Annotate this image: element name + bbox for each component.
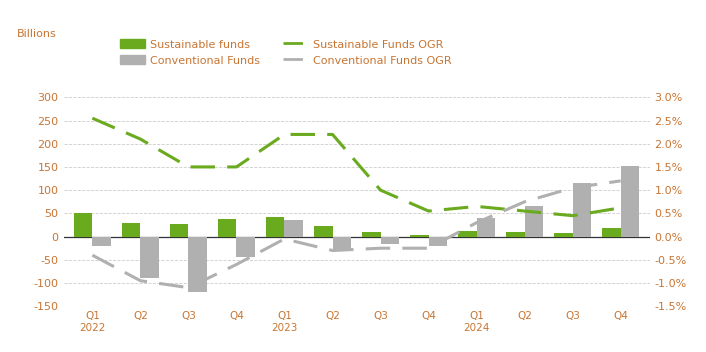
Bar: [602, 228, 621, 237]
Bar: [506, 232, 525, 237]
Bar: [554, 233, 573, 237]
Bar: [218, 219, 237, 237]
Bar: [285, 220, 303, 237]
Text: Billions: Billions: [17, 29, 56, 39]
Bar: [525, 206, 543, 237]
Bar: [333, 237, 351, 251]
Bar: [573, 183, 591, 237]
Bar: [237, 237, 255, 257]
Bar: [362, 232, 381, 237]
Bar: [170, 224, 189, 237]
Bar: [621, 166, 639, 237]
Bar: [74, 213, 92, 237]
Bar: [122, 223, 140, 237]
Bar: [140, 237, 159, 278]
Bar: [410, 235, 429, 237]
Bar: [189, 237, 207, 292]
Bar: [429, 237, 447, 246]
Bar: [477, 218, 495, 237]
Bar: [92, 237, 111, 246]
Bar: [381, 237, 399, 244]
Bar: [314, 226, 333, 237]
Bar: [458, 231, 477, 237]
Legend: Sustainable funds, Conventional Funds, Sustainable Funds OGR, Conventional Funds: Sustainable funds, Conventional Funds, S…: [116, 34, 455, 70]
Bar: [266, 216, 285, 237]
